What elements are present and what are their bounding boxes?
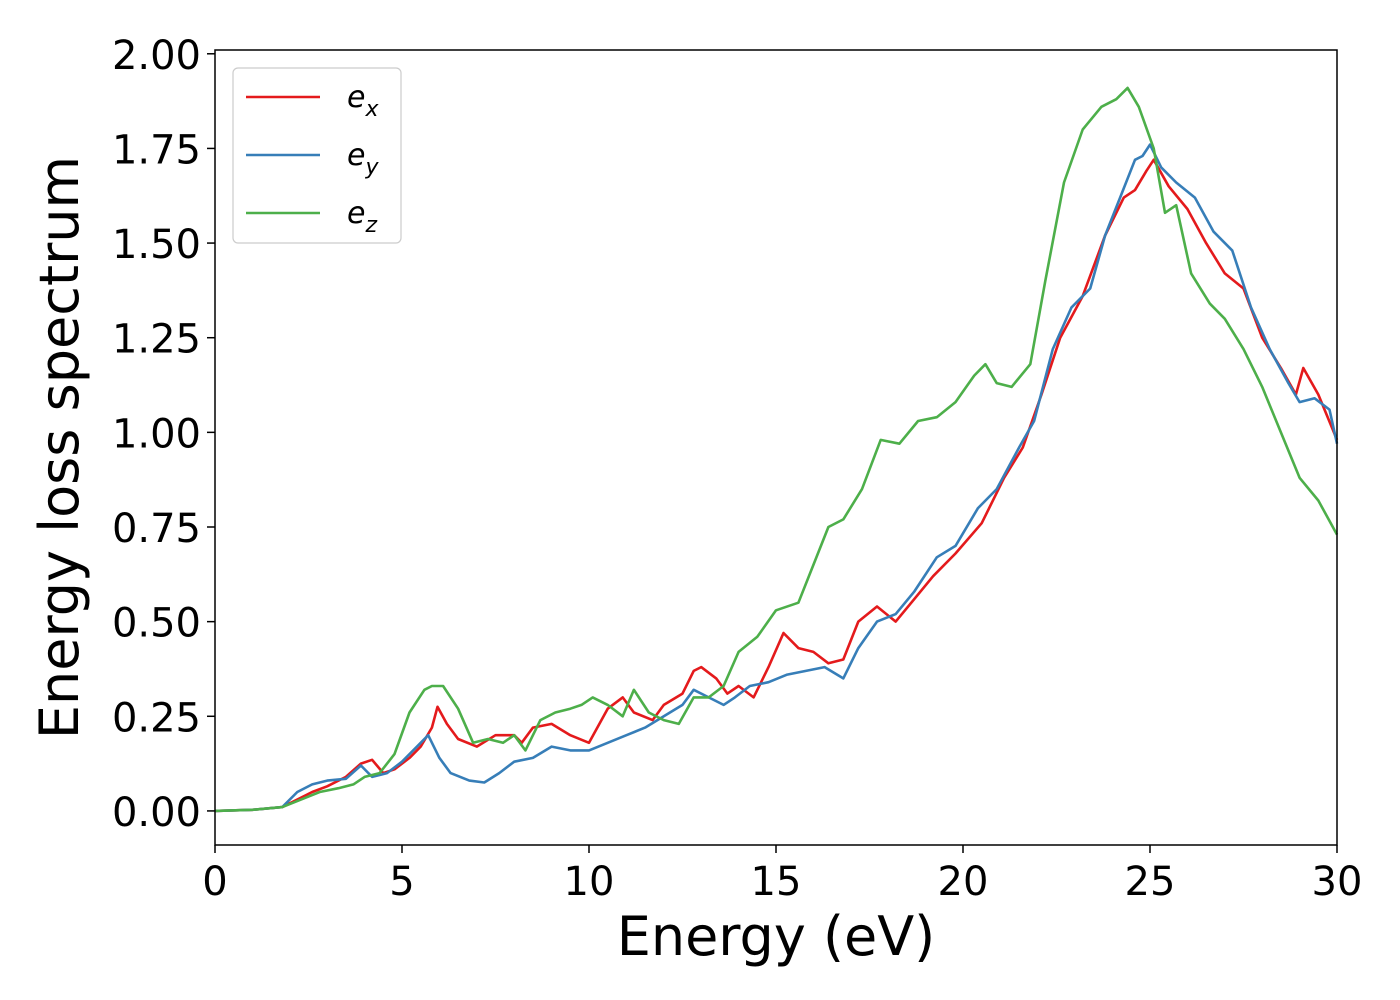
y-tick-label: 0.75 <box>112 506 201 552</box>
series-layer <box>214 86 1339 813</box>
series-line-ez <box>214 86 1339 813</box>
legend-label: ex <box>347 80 379 122</box>
x-tick-label: 0 <box>202 859 227 905</box>
y-axis: 0.00 0.25 0.50 0.75 1.00 1.25 1.50 1.75 2.00 <box>112 33 215 836</box>
x-axis-title: Energy (eV) <box>617 905 936 968</box>
y-tick-label: 0.50 <box>112 601 201 647</box>
y-axis-title: Energy loss spectrum <box>28 156 91 739</box>
y-tick-label: 1.25 <box>112 317 201 363</box>
x-tick-label: 25 <box>1125 859 1176 905</box>
x-tick-label: 15 <box>751 859 802 905</box>
series-line-ex <box>214 158 1339 813</box>
legend-label: ey <box>347 138 379 180</box>
x-tick-label: 10 <box>564 859 615 905</box>
x-tick-label: 20 <box>938 859 989 905</box>
x-tick-label: 5 <box>389 859 414 905</box>
x-tick-label: 30 <box>1312 859 1363 905</box>
y-tick-label: 1.00 <box>112 411 201 457</box>
y-tick-label: 2.00 <box>112 33 201 79</box>
y-tick-label: 1.50 <box>112 222 201 268</box>
legend-label: ez <box>347 196 377 238</box>
legend: ex ey ez <box>232 67 402 244</box>
y-tick-label: 0.25 <box>112 695 201 741</box>
y-tick-label: 1.75 <box>112 127 201 173</box>
series-line-ey <box>214 143 1339 813</box>
y-tick-label: 0.00 <box>112 790 201 836</box>
x-axis: 0 5 10 15 20 25 30 <box>202 845 1362 905</box>
